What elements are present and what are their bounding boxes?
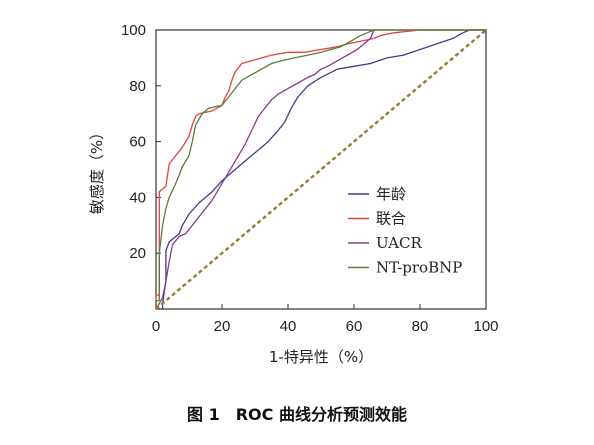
- x-tick-label: 100: [473, 318, 498, 335]
- x-axis-label: 1-特异性（%）: [269, 348, 373, 366]
- y-tick-label: 80: [129, 78, 146, 95]
- y-tick-label: 60: [129, 134, 146, 151]
- y-tick-label: 100: [121, 22, 146, 39]
- plot-frame: [155, 29, 487, 310]
- series-line-2: [155, 29, 486, 309]
- legend-label: 联合: [376, 210, 406, 228]
- x-tick-label: 20: [214, 318, 231, 335]
- legend-label: UACR: [376, 234, 422, 252]
- axis-ticks: 0 20 40 60 80 100 20 40 60 80 100: [121, 22, 499, 335]
- series-line-1: [156, 29, 486, 310]
- legend-label: 年龄: [376, 185, 406, 203]
- series-line-4: [155, 29, 486, 309]
- y-tick-label: 20: [129, 245, 146, 262]
- figure-caption: 图 1 ROC 曲线分析预测效能: [187, 405, 407, 424]
- reference-diagonal-line: [155, 29, 487, 310]
- y-tick-label: 40: [129, 189, 146, 206]
- legend-label: NT-proBNP: [376, 259, 462, 277]
- x-tick-label: 60: [346, 318, 363, 335]
- x-tick-label: 40: [280, 318, 297, 335]
- y-axis-label: 敏感度（%）: [88, 125, 106, 214]
- x-tick-label: 0: [152, 318, 160, 335]
- series-layer: [155, 29, 487, 310]
- x-tick-label: 80: [412, 318, 429, 335]
- series-line-3: [155, 29, 486, 310]
- plot-area: 0 20 40 60 80 100 20 40 60 80 100: [121, 22, 499, 335]
